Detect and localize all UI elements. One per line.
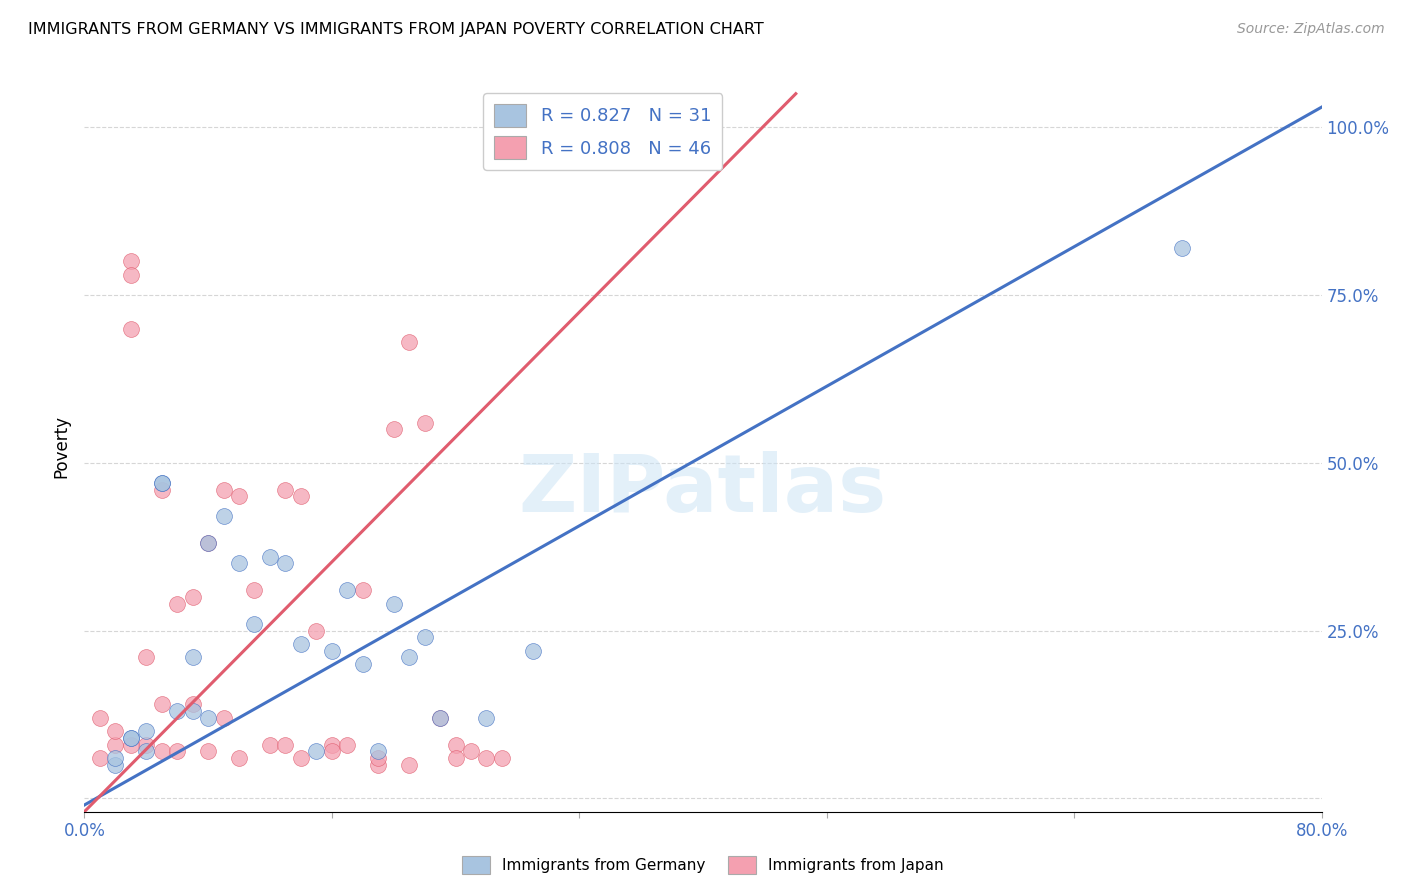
- Point: [120, 321, 142, 335]
- Point: [382, 422, 405, 436]
- Point: [197, 536, 219, 550]
- Point: [135, 724, 157, 739]
- Point: [413, 630, 436, 644]
- Point: [212, 711, 235, 725]
- Point: [413, 416, 436, 430]
- Point: [290, 489, 312, 503]
- Text: IMMIGRANTS FROM GERMANY VS IMMIGRANTS FROM JAPAN POVERTY CORRELATION CHART: IMMIGRANTS FROM GERMANY VS IMMIGRANTS FR…: [28, 22, 763, 37]
- Point: [212, 509, 235, 524]
- Point: [89, 751, 111, 765]
- Point: [429, 711, 451, 725]
- Point: [104, 757, 127, 772]
- Point: [135, 650, 157, 665]
- Point: [243, 583, 266, 598]
- Point: [1171, 241, 1194, 255]
- Point: [290, 637, 312, 651]
- Point: [398, 757, 420, 772]
- Point: [321, 643, 343, 657]
- Point: [197, 744, 219, 758]
- Point: [150, 698, 173, 712]
- Point: [228, 751, 250, 765]
- Point: [243, 616, 266, 631]
- Point: [120, 254, 142, 268]
- Point: [120, 738, 142, 752]
- Point: [352, 657, 374, 671]
- Point: [444, 738, 467, 752]
- Point: [120, 731, 142, 745]
- Point: [367, 751, 389, 765]
- Point: [259, 738, 281, 752]
- Point: [305, 624, 328, 638]
- Text: ZIPatlas: ZIPatlas: [519, 450, 887, 529]
- Point: [197, 711, 219, 725]
- Point: [150, 744, 173, 758]
- Point: [522, 643, 544, 657]
- Point: [352, 583, 374, 598]
- Point: [89, 711, 111, 725]
- Y-axis label: Poverty: Poverty: [52, 415, 70, 477]
- Point: [166, 597, 188, 611]
- Point: [429, 711, 451, 725]
- Point: [120, 268, 142, 282]
- Point: [460, 744, 482, 758]
- Point: [181, 590, 204, 604]
- Point: [274, 557, 297, 571]
- Point: [382, 597, 405, 611]
- Point: [135, 738, 157, 752]
- Legend: Immigrants from Germany, Immigrants from Japan: Immigrants from Germany, Immigrants from…: [456, 850, 950, 880]
- Point: [228, 557, 250, 571]
- Point: [212, 483, 235, 497]
- Legend: R = 0.827   N = 31, R = 0.808   N = 46: R = 0.827 N = 31, R = 0.808 N = 46: [484, 93, 723, 170]
- Point: [181, 704, 204, 718]
- Point: [197, 536, 219, 550]
- Point: [444, 751, 467, 765]
- Text: Source: ZipAtlas.com: Source: ZipAtlas.com: [1237, 22, 1385, 37]
- Point: [274, 483, 297, 497]
- Point: [135, 744, 157, 758]
- Point: [150, 483, 173, 497]
- Point: [398, 334, 420, 349]
- Point: [475, 751, 498, 765]
- Point: [367, 744, 389, 758]
- Point: [150, 475, 173, 490]
- Point: [166, 704, 188, 718]
- Point: [166, 744, 188, 758]
- Point: [321, 744, 343, 758]
- Point: [104, 751, 127, 765]
- Point: [398, 650, 420, 665]
- Point: [228, 489, 250, 503]
- Point: [475, 711, 498, 725]
- Point: [321, 738, 343, 752]
- Point: [491, 751, 513, 765]
- Point: [259, 549, 281, 564]
- Point: [336, 583, 359, 598]
- Point: [120, 731, 142, 745]
- Point: [104, 724, 127, 739]
- Point: [336, 738, 359, 752]
- Point: [290, 751, 312, 765]
- Point: [181, 698, 204, 712]
- Point: [104, 738, 127, 752]
- Point: [181, 650, 204, 665]
- Point: [305, 744, 328, 758]
- Point: [367, 757, 389, 772]
- Point: [274, 738, 297, 752]
- Point: [150, 475, 173, 490]
